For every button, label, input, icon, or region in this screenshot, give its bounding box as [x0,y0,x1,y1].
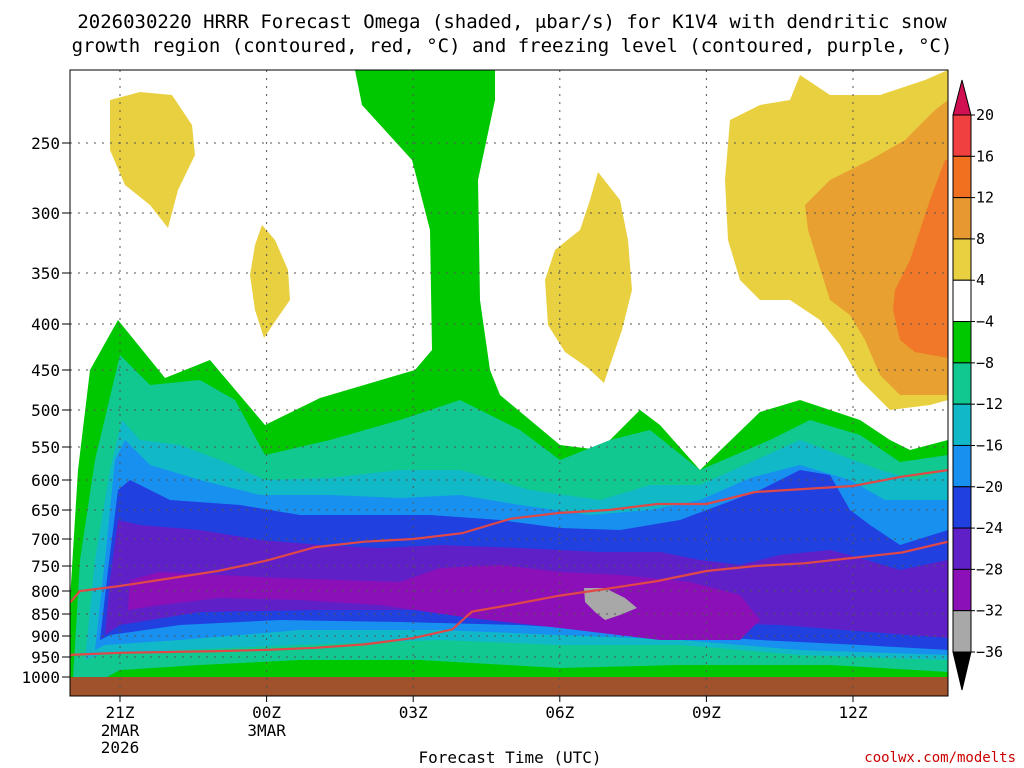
dendritic-contour--18C [70,540,948,656]
plot-frame [69,69,949,697]
colorbar-label: −24 [976,519,1003,537]
colorbar-label: −8 [976,354,994,372]
x-tick-sublabel: 3MAR [247,721,286,740]
y-tick-label: 700 [31,530,60,549]
colorbar-label: −20 [976,478,1003,496]
dendritic-contours [70,469,948,656]
y-tick-label: 550 [31,438,60,457]
x-tick-label: 09Z [692,703,721,722]
colorbar-swatch [952,610,972,653]
colorbar-top-triangle [952,79,972,116]
x-axis-label: Forecast Time (UTC) [418,748,601,767]
colorbar-swatch [952,279,972,323]
colorbar-label: −28 [976,560,1003,578]
x-tick-sublabel: 2MAR [101,721,140,740]
x-tick-sublabel: 2026 [101,738,140,757]
colorbar-label: 4 [976,271,985,289]
ground-surface [70,677,948,696]
dendritic-contour--12C [70,469,948,604]
colorbar-label: 8 [976,230,985,248]
credit-text: coolwx.com/modelts [864,750,1016,766]
colorbar-swatch [952,321,972,364]
y-tick-label: 950 [31,648,60,667]
omega-region-plus12 [893,160,948,358]
colorbar-swatch [952,568,972,612]
colorbar-swatch [952,155,972,199]
x-tick-label: 03Z [399,703,428,722]
grid-lines [70,70,948,696]
colorbar-label: −4 [976,313,994,331]
colorbar-swatch [952,403,972,446]
colorbar-swatch [952,486,972,529]
omega-region-minus32 [584,588,637,620]
y-tick-label: 750 [31,557,60,576]
colorbar-swatch [952,527,972,570]
colorbar-swatch [952,238,972,281]
colorbar-label: 16 [976,147,994,165]
y-tick-label: 300 [31,204,60,223]
colorbar-bottom-triangle [952,651,972,691]
x-tick-label: 21Z [106,703,135,722]
chart-title-line2: growth region (contoured, red, °C) and f… [72,35,953,57]
colorbar-swatch [952,197,972,240]
y-tick-label: 600 [31,471,60,490]
x-tick-label: 00Z [252,703,281,722]
colorbar-swatch [952,444,972,488]
y-tick-label: 1000 [21,668,60,687]
colorbar-label: −36 [976,643,1003,661]
shaded-omega-field [70,70,948,696]
omega-region-plus4-b [250,225,290,338]
omega-region-plus4-a [110,92,195,228]
omega-region-minus28 [128,565,760,640]
chart-title-line1: 2026030220 HRRR Forecast Omega (shaded, … [77,11,947,33]
y-tick-label: 500 [31,401,60,420]
colorbar-label: 20 [976,106,994,124]
colorbar-label: −32 [976,602,1003,620]
y-tick-label: 850 [31,605,60,624]
colorbar-label: −16 [976,436,1003,454]
y-tick-label: 250 [31,134,60,153]
colorbar-label: −12 [976,395,1003,413]
colorbar-label: 12 [976,189,994,207]
y-tick-label: 650 [31,501,60,520]
y-tick-label: 450 [31,361,60,380]
y-axis-ticks: 250 300 350 400 450 500 550 600 650 700 750 800 850 9… [21,134,70,687]
omega-region-plus4-c [545,172,632,383]
colorbar-swatch [952,114,972,157]
y-tick-label: 900 [31,627,60,646]
colorbar: 20 16 12 8 4 −4 −8 −12 −16 −20 −24 −28 −32 −36 [952,79,1003,691]
x-tick-label: 06Z [545,703,574,722]
y-tick-label: 400 [31,315,60,334]
colorbar-swatch [952,362,972,405]
x-tick-label: 12Z [839,703,868,722]
y-tick-label: 800 [31,582,60,601]
y-tick-label: 350 [31,264,60,283]
